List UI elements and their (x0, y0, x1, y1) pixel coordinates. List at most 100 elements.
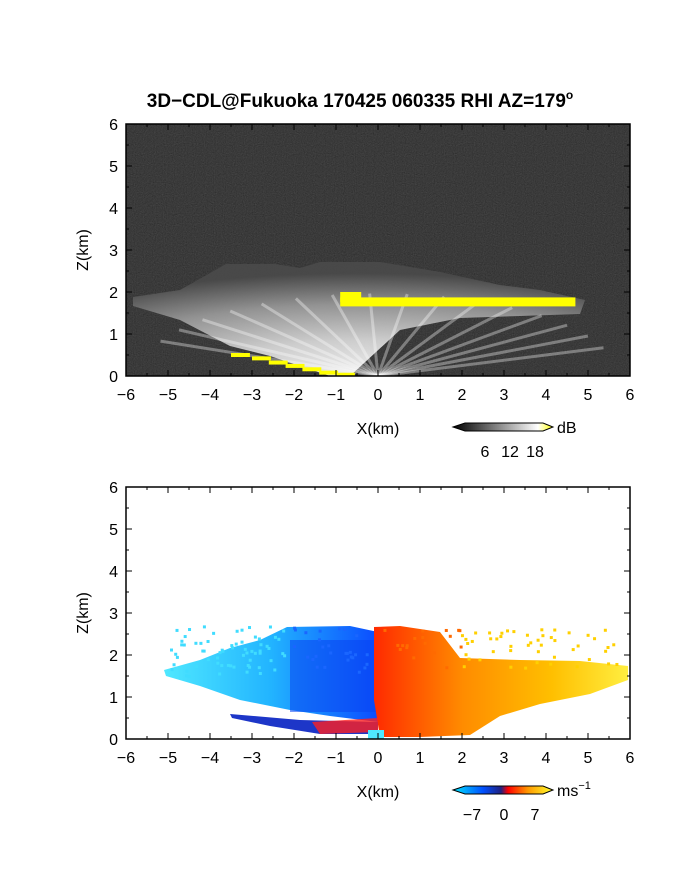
velocity-pixel (470, 639, 474, 643)
low-level-red-band (312, 718, 378, 734)
velocity-pixel (604, 649, 608, 653)
echo-body (133, 262, 585, 376)
velocity-pixel (401, 644, 405, 648)
velocity-pixel (606, 645, 610, 649)
velocity-pixel (218, 672, 222, 676)
velocity-pixel (541, 634, 545, 638)
x-tick-label: −2 (285, 387, 303, 404)
velocity-colorbar-unit-base: ms (557, 783, 578, 800)
low-echo-segment (231, 353, 250, 357)
velocity-pixel (500, 631, 504, 635)
velocity-pixel (226, 663, 230, 667)
x-tick-label: −3 (243, 387, 261, 404)
velocity-pixel (170, 668, 174, 672)
low-echo-segment (302, 367, 322, 372)
velocity-pixel (268, 625, 272, 629)
echo-ray (178, 328, 379, 376)
velocity-pixel (248, 665, 252, 669)
velocity-pixel (183, 635, 187, 639)
velocity-pixel (212, 631, 216, 635)
velocity-pixel (459, 645, 463, 649)
y-tick-label: 6 (109, 117, 118, 134)
velocity-pixel (338, 627, 342, 631)
x-tick-label: 6 (626, 387, 635, 404)
y-tick-label: 2 (109, 648, 118, 665)
velocity-pixel (234, 642, 238, 646)
velocity-pixel (586, 633, 590, 637)
x-tick-label: 1 (416, 387, 425, 404)
velocity-pixel (185, 669, 189, 673)
velocity-pixel (259, 643, 263, 647)
echo-ray (377, 300, 481, 376)
velocity-pixel (553, 628, 557, 632)
velocity-pixel (314, 654, 318, 658)
velocity-pixel (489, 637, 493, 641)
velocity-pixel (464, 653, 468, 657)
velocity-pixel (240, 628, 244, 632)
velocity-pixel (306, 655, 310, 659)
velocity-pixel (536, 650, 540, 654)
velocity-pixel (509, 644, 513, 648)
velocity-pixel (202, 625, 206, 629)
velocity-pixel (282, 629, 286, 633)
velocity-pixel (509, 649, 513, 653)
x-tick-label: 3 (500, 387, 509, 404)
chart-title-degree: o (566, 88, 573, 102)
velocity-pixel (293, 626, 297, 630)
velocity-pixel (423, 641, 427, 645)
velocity-pixel (587, 658, 591, 662)
velocity-pixel (206, 639, 210, 643)
velocity-pixel (525, 633, 529, 637)
velocity-pixel (529, 641, 533, 645)
velocity-colorbar-bar (451, 785, 555, 795)
velocity-pixel (354, 653, 358, 657)
velocity-pixel (269, 659, 273, 663)
velocity-pixel (343, 627, 347, 631)
x-tick-label: 1 (416, 750, 425, 767)
positive-velocity-region (374, 626, 628, 737)
x-tick-label: 2 (458, 750, 467, 767)
velocity-colorbar-tick-7: 7 (531, 807, 540, 824)
velocity-pixel (413, 636, 417, 640)
x-tick-label: 0 (374, 387, 383, 404)
velocity-y-label: Z(km) (75, 592, 92, 634)
velocity-pixel (281, 652, 285, 656)
echo-ray (376, 293, 409, 376)
velocity-pixel (488, 631, 492, 635)
y-tick-label: 2 (109, 285, 118, 302)
x-tick-label: 4 (542, 750, 551, 767)
velocity-pixel (405, 644, 409, 648)
velocity-pixel (474, 631, 478, 635)
velocity-pixel (355, 634, 359, 638)
velocity-pixel (615, 662, 619, 666)
reflectivity-colorbar-tick-6: 6 (481, 444, 490, 461)
velocity-colorbar-tick-0: 0 (500, 807, 509, 824)
velocity-pixel (357, 670, 361, 674)
velocity-pixel (412, 656, 416, 660)
velocity-pixel (243, 647, 247, 651)
velocity-pixel (311, 658, 315, 662)
velocity-pixel (246, 664, 250, 668)
velocity-pixel (567, 631, 571, 635)
velocity-colorbar-unit-exp: −1 (578, 780, 591, 792)
velocity-pixel (448, 634, 452, 638)
velocity-pixel (536, 638, 540, 642)
velocity-pixel (603, 628, 607, 632)
velocity-pixel (273, 668, 277, 672)
velocity-pixel (218, 651, 222, 655)
velocity-pixel (464, 637, 468, 641)
velocity-pixel (432, 651, 436, 655)
reflectivity-ticks: −6 −5 −4 −3 −2 −1 0 1 2 3 4 5 6 0 1 2 3 4 5 6 (109, 117, 634, 404)
velocity-pixel (215, 656, 219, 660)
x-tick-label: −5 (159, 387, 177, 404)
velocity-pixel (265, 644, 269, 648)
x-tick-label: 4 (542, 387, 551, 404)
echo-ray (377, 346, 604, 376)
velocity-pixel (396, 643, 400, 647)
velocity-pixel (220, 648, 224, 652)
velocity-pixel (458, 629, 462, 633)
velocity-pixel (346, 658, 350, 662)
low-echo-segment (268, 360, 288, 365)
